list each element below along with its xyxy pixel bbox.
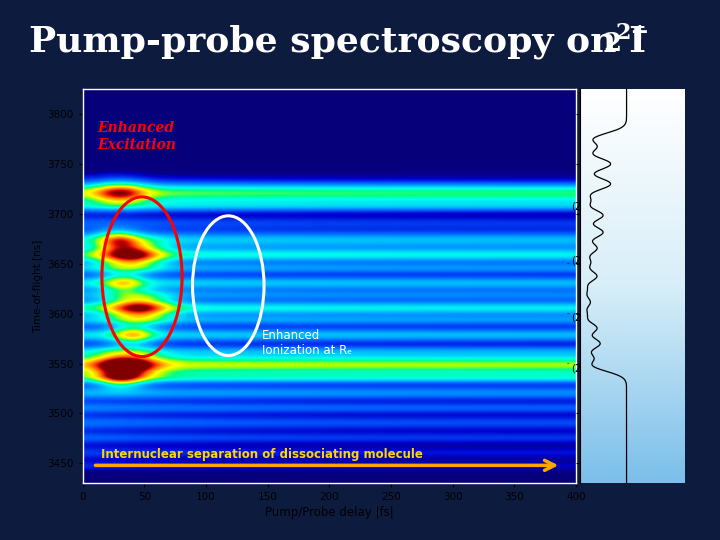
- Text: (2,0)-fast: (2,0)-fast: [571, 313, 616, 322]
- Text: 2: 2: [603, 31, 621, 56]
- Text: (2,0)-slow: (2,0)-slow: [571, 256, 619, 266]
- Text: 2+: 2+: [616, 22, 650, 44]
- Text: Enhanced
Excitation: Enhanced Excitation: [98, 121, 176, 152]
- Y-axis label: Time-of-flight [ns]: Time-of-flight [ns]: [33, 240, 43, 333]
- X-axis label: Pump/Probe delay |fs|: Pump/Probe delay |fs|: [265, 507, 394, 519]
- Text: Pump-probe spectroscopy on I: Pump-probe spectroscopy on I: [29, 24, 646, 59]
- Text: (2,1)-fast: (2,1)-fast: [571, 363, 616, 374]
- Text: (2,1)-slow: (2,1)-slow: [571, 202, 619, 212]
- Text: Enhanced
Ionization at Rₑ: Enhanced Ionization at Rₑ: [261, 329, 351, 356]
- Text: Internuclear separation of dissociating molecule: Internuclear separation of dissociating …: [102, 448, 423, 461]
